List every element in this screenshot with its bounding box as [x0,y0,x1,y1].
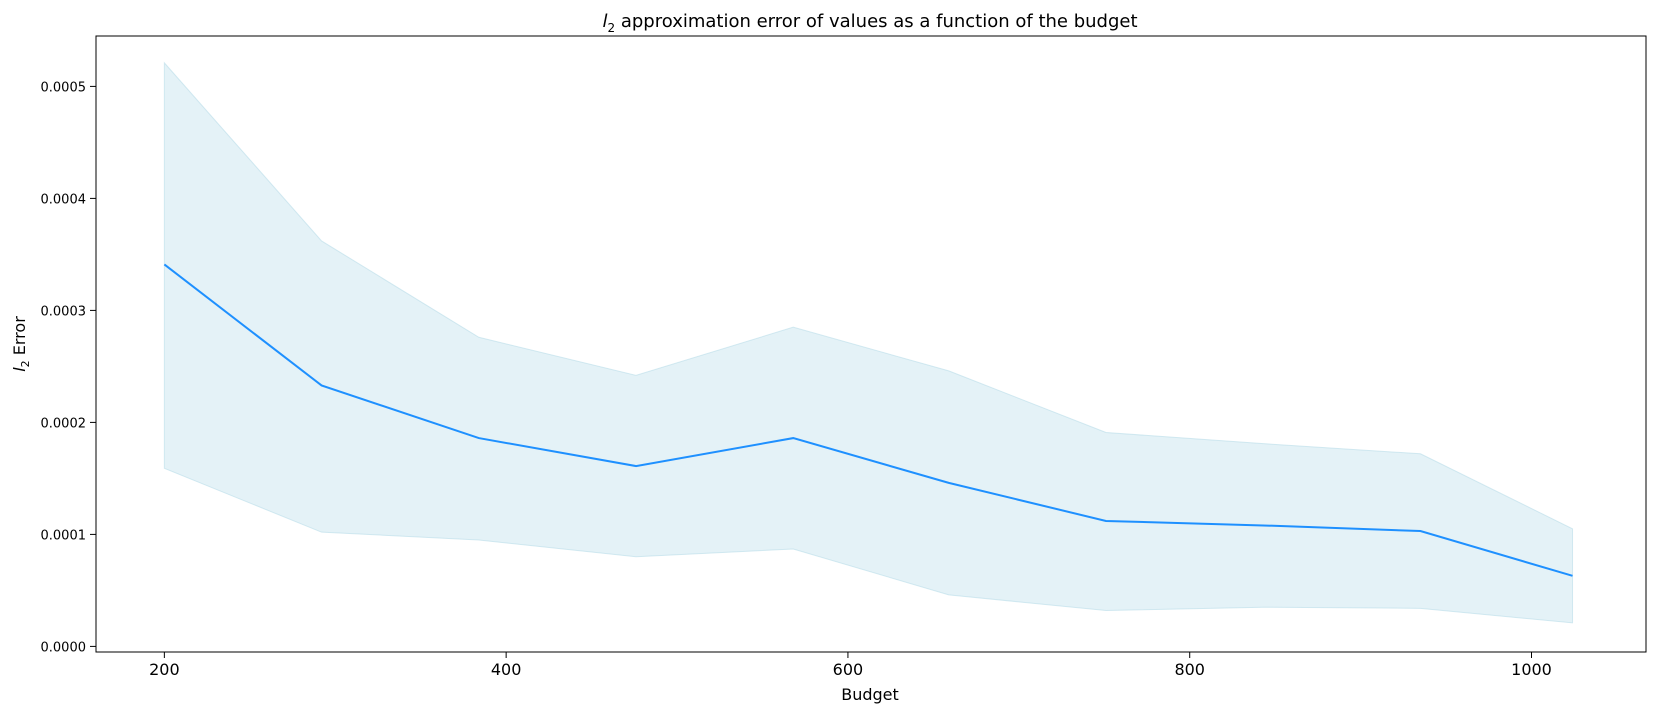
ylabel-text: Error [10,316,29,361]
x-tick-label: 400 [491,660,522,679]
ylabel-subscript: 2 [19,360,32,367]
y-tick-label: 0.0001 [41,528,87,543]
plot-frame [95,35,1647,653]
chart-title: l2 approximation error of values as a fu… [602,11,1137,35]
y-axis-label: l2 Error [10,316,32,372]
y-tick-label: 0.0003 [41,304,87,319]
y-tick-label: 0.0000 [41,640,87,655]
ylabel-variable: l [10,367,29,372]
y-tick-label: 0.0002 [41,416,87,431]
y-tick-label: 0.0005 [41,80,87,95]
confidence-band-layer [163,61,1574,624]
title-text: approximation error of values as a funct… [615,11,1137,32]
series-line-0 [163,263,1573,577]
title-variable: l [602,11,607,32]
x-tick-label: 600 [833,660,864,679]
x-tick-label: 200 [149,660,180,679]
y-tick-label: 0.0004 [41,192,87,207]
confidence-band-0 [163,61,1574,624]
x-axis-label: Budget [841,685,899,704]
y-axis: 0.0000 0.0001 0.0002 0.0003 0.0004 0.0005 [41,80,96,655]
series-line-layer [163,263,1573,577]
x-axis: 200 400 600 800 1000 [149,652,1552,679]
title-subscript: 2 [607,21,615,35]
x-tick-label: 1000 [1511,660,1552,679]
x-tick-label: 800 [1174,660,1205,679]
